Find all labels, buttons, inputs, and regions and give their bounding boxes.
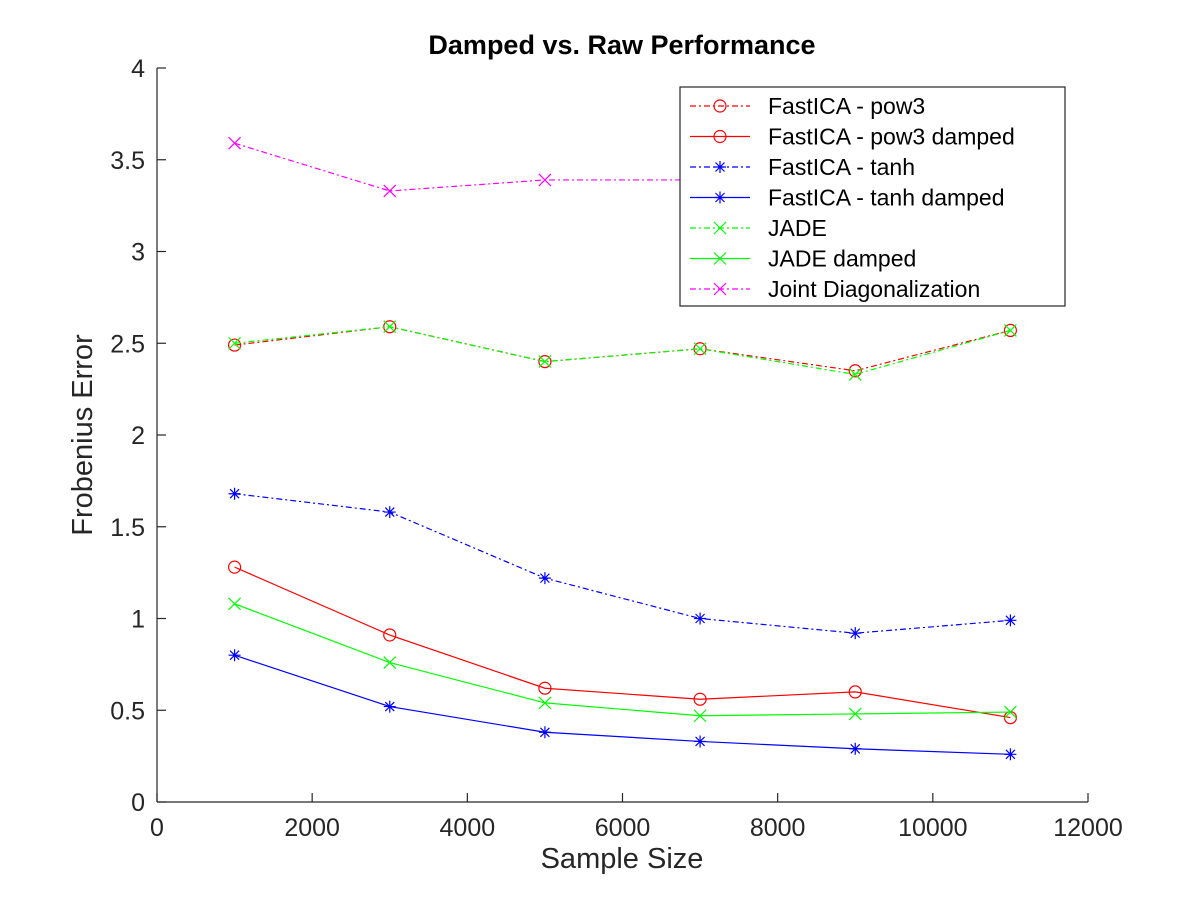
data-point: [693, 342, 707, 356]
legend-label: JADE: [768, 215, 827, 241]
data-point: [383, 184, 397, 198]
y-tick-label: 1.5: [110, 514, 145, 542]
data-point: [228, 487, 241, 500]
x-axis-title: Sample Size: [541, 843, 704, 875]
legend-marker: [713, 221, 727, 235]
data-point: [693, 692, 707, 706]
y-tick-label: 2.5: [110, 330, 145, 358]
data-point: [538, 726, 551, 739]
legend-item: Joint Diagonalization: [690, 276, 980, 302]
legend-item: FastICA - pow3 damped: [690, 124, 1015, 150]
y-tick-label: 1: [131, 606, 145, 634]
legend-label: Joint Diagonalization: [768, 276, 980, 302]
y-axis-title: Frobenius Error: [67, 334, 99, 536]
data-point: [538, 173, 552, 187]
legend-item: FastICA - tanh: [690, 154, 915, 180]
series-line: [234, 654, 1011, 755]
y-tick-label: 4: [131, 55, 145, 83]
series-layer: [227, 136, 1018, 761]
data-point: [1004, 614, 1017, 627]
legend-item: JADE damped: [690, 246, 916, 272]
y-tick-label: 2: [131, 422, 145, 450]
series-2: [228, 487, 1017, 640]
data-point: [538, 696, 552, 710]
data-point: [849, 627, 862, 640]
data-point: [227, 338, 242, 352]
y-tick-label: 3: [131, 239, 145, 267]
x-tick-label: 2000: [284, 814, 340, 842]
x-tick-label: 8000: [750, 814, 806, 842]
series-line: [234, 566, 1011, 719]
series-line: [234, 493, 1011, 634]
legend-marker: [714, 161, 726, 173]
series-5: [228, 597, 1017, 723]
legend-item: JADE: [690, 215, 827, 241]
data-point: [848, 707, 862, 721]
data-point: [538, 355, 552, 369]
x-ticks: 0 2000 4000 6000 8000 10000 12000: [150, 793, 1123, 842]
data-point: [848, 368, 862, 381]
data-point: [383, 320, 397, 334]
legend: FastICA - pow3 FastICA - pow3 damped FastI…: [679, 86, 1066, 307]
data-point: [694, 612, 707, 625]
y-ticks: 0 0.5 1 1.5 2 2.5 3 3.5 4: [110, 55, 166, 817]
data-point: [383, 656, 397, 669]
data-point: [849, 742, 862, 755]
data-point: [848, 685, 862, 699]
legend-marker: [714, 191, 726, 204]
series-3: [228, 649, 1017, 761]
data-point: [383, 506, 396, 519]
legend-items: FastICA - pow3 FastICA - pow3 damped FastI…: [690, 93, 1015, 302]
legend-label: FastICA - pow3: [768, 93, 925, 119]
x-tick-label: 12000: [1053, 814, 1123, 842]
data-point: [848, 364, 862, 378]
series-line: [234, 603, 1011, 717]
legend-marker: [713, 282, 727, 296]
data-point: [228, 336, 242, 350]
legend-marker: [713, 252, 727, 265]
data-point: [228, 649, 241, 662]
data-point: [228, 136, 242, 150]
y-tick-label: 0: [131, 789, 145, 817]
data-point: [538, 681, 552, 695]
legend-box: [679, 86, 1066, 307]
x-tick-label: 6000: [595, 814, 651, 842]
x-tick-label: 10000: [898, 814, 968, 842]
data-point: [227, 560, 242, 574]
legend-label: JADE damped: [768, 246, 916, 272]
x-tick-label: 0: [150, 814, 164, 842]
legend-label: FastICA - pow3 damped: [768, 124, 1015, 150]
legend-item: FastICA - tanh damped: [690, 185, 1005, 211]
data-point: [383, 700, 396, 713]
data-point: [1003, 705, 1017, 719]
x-tick-label: 4000: [440, 814, 496, 842]
legend-label: FastICA - tanh: [768, 154, 915, 180]
data-point: [693, 709, 707, 723]
y-tick-label: 3.5: [110, 147, 145, 175]
data-point: [383, 320, 397, 334]
data-point: [538, 355, 552, 369]
chart-title: Damped vs. Raw Performance: [428, 30, 815, 60]
legend-marker: [713, 129, 727, 144]
series-4: [228, 320, 1017, 381]
data-point: [1004, 748, 1017, 761]
data-point: [538, 572, 551, 585]
data-point: [228, 597, 242, 611]
legend-item: FastICA - pow3: [690, 93, 925, 119]
series-line: [234, 326, 1011, 376]
legend-marker: [713, 99, 727, 113]
y-tick-label: 0.5: [110, 697, 145, 725]
data-point: [383, 628, 397, 642]
data-point: [1003, 323, 1018, 338]
legend-label: FastICA - tanh damped: [768, 185, 1005, 211]
data-point: [694, 735, 707, 748]
data-point: [1003, 323, 1017, 337]
